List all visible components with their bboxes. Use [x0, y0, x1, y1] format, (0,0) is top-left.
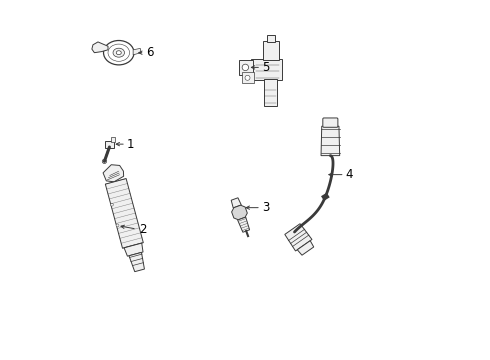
Polygon shape — [285, 224, 312, 251]
Text: 2: 2 — [139, 222, 146, 235]
FancyBboxPatch shape — [105, 140, 115, 148]
Text: 4: 4 — [346, 168, 353, 181]
Text: 1: 1 — [127, 138, 135, 150]
Text: 6: 6 — [146, 46, 153, 59]
Ellipse shape — [116, 51, 122, 55]
Circle shape — [102, 159, 107, 163]
Polygon shape — [251, 59, 282, 80]
Ellipse shape — [113, 48, 124, 57]
Text: 3: 3 — [262, 201, 270, 214]
Polygon shape — [297, 241, 314, 255]
FancyBboxPatch shape — [267, 35, 275, 42]
FancyBboxPatch shape — [111, 136, 115, 141]
Polygon shape — [133, 48, 141, 55]
Circle shape — [111, 203, 113, 206]
Polygon shape — [231, 198, 241, 208]
FancyBboxPatch shape — [242, 72, 254, 83]
Polygon shape — [232, 205, 247, 220]
Text: 5: 5 — [263, 61, 270, 74]
Polygon shape — [129, 252, 145, 272]
FancyBboxPatch shape — [263, 41, 279, 59]
FancyBboxPatch shape — [323, 118, 338, 127]
Polygon shape — [124, 243, 143, 256]
Polygon shape — [238, 217, 249, 232]
Circle shape — [245, 75, 250, 80]
Polygon shape — [105, 179, 143, 248]
Polygon shape — [321, 126, 340, 156]
Circle shape — [242, 64, 248, 71]
Polygon shape — [92, 42, 108, 53]
Circle shape — [116, 224, 119, 227]
Polygon shape — [103, 165, 123, 182]
FancyBboxPatch shape — [265, 78, 277, 107]
FancyBboxPatch shape — [239, 60, 252, 75]
